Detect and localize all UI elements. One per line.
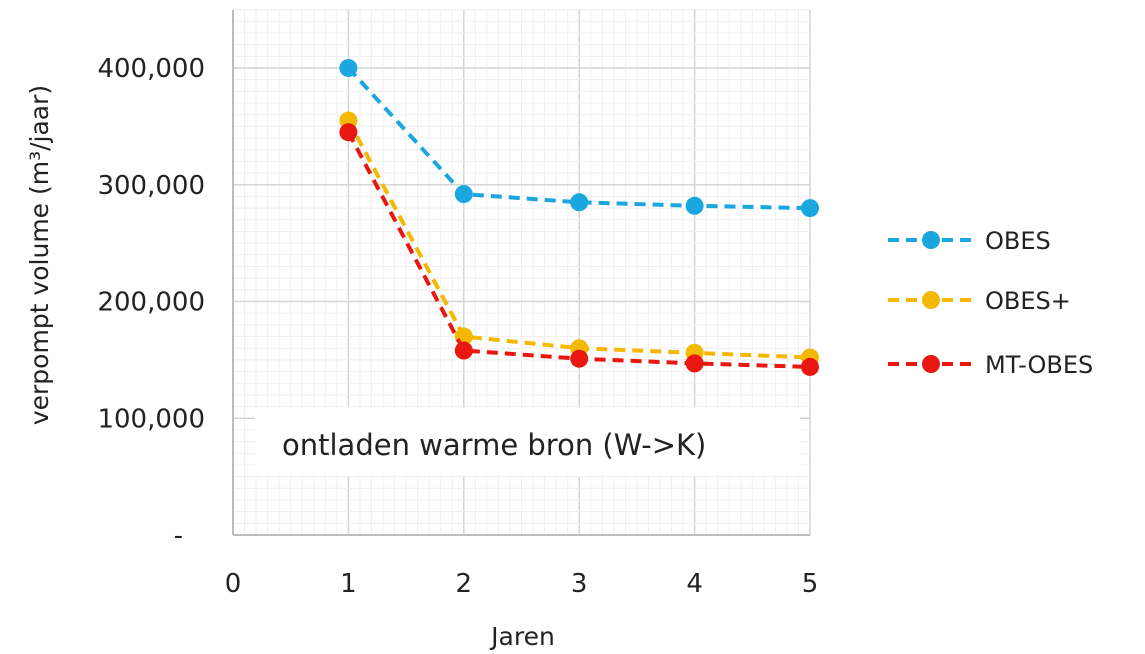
x-tick-label: 4 (686, 569, 703, 599)
x-tick-label: 5 (802, 569, 819, 599)
series-mt-obes (339, 123, 819, 376)
legend-label: OBES (985, 227, 1051, 255)
x-tick-label: 0 (225, 569, 242, 599)
annotation-box: ontladen warme bron (W->K) (255, 408, 800, 476)
data-point-mt-obes (570, 349, 589, 368)
y-tick-label: - (174, 521, 183, 551)
series-obes (339, 59, 819, 218)
data-point-mt-obes (801, 357, 819, 376)
data-point-mt-obes (685, 354, 704, 373)
y-tick-label: 200,000 (97, 288, 205, 318)
data-point-obes (339, 59, 358, 77)
y-axis-title: verpompt volume (m³/jaar) (25, 85, 54, 425)
x-tick-label: 2 (456, 569, 473, 599)
legend-label: MT-OBES (985, 351, 1093, 379)
y-tick-label: 300,000 (97, 171, 205, 201)
data-point-obes (801, 199, 819, 218)
x-tick-labels: 0 1 2 3 4 5 (225, 569, 819, 599)
x-tick-label: 1 (340, 569, 357, 599)
axes (232, 10, 810, 536)
legend-label: OBES+ (985, 287, 1071, 315)
legend-item-obes: OBES+ (888, 287, 1071, 315)
annotation-text: ontladen warme bron (W->K) (282, 428, 706, 462)
x-tick-label: 3 (571, 569, 588, 599)
data-point-obes (454, 185, 473, 204)
data-point-obes (685, 196, 704, 215)
legend-swatch-marker (922, 355, 940, 373)
legend-item-obes: OBES (888, 227, 1051, 255)
legend: OBES OBES+ MT-OBES (888, 227, 1093, 379)
x-axis-title: Jaren (489, 622, 555, 651)
y-tick-label: 100,000 (97, 404, 205, 434)
legend-swatch-marker (922, 231, 940, 249)
data-point-obes (570, 193, 589, 212)
y-tick-label: 400,000 (97, 54, 205, 84)
legend-swatch-marker (922, 291, 940, 309)
y-tick-labels: - 100,000 200,000 300,000 400,000 (97, 54, 205, 551)
data-point-mt-obes (454, 341, 473, 360)
data-point-mt-obes (339, 123, 358, 142)
series-line-obes (346, 66, 811, 211)
legend-item-mt-obes: MT-OBES (888, 351, 1093, 379)
series-layer (339, 59, 819, 376)
